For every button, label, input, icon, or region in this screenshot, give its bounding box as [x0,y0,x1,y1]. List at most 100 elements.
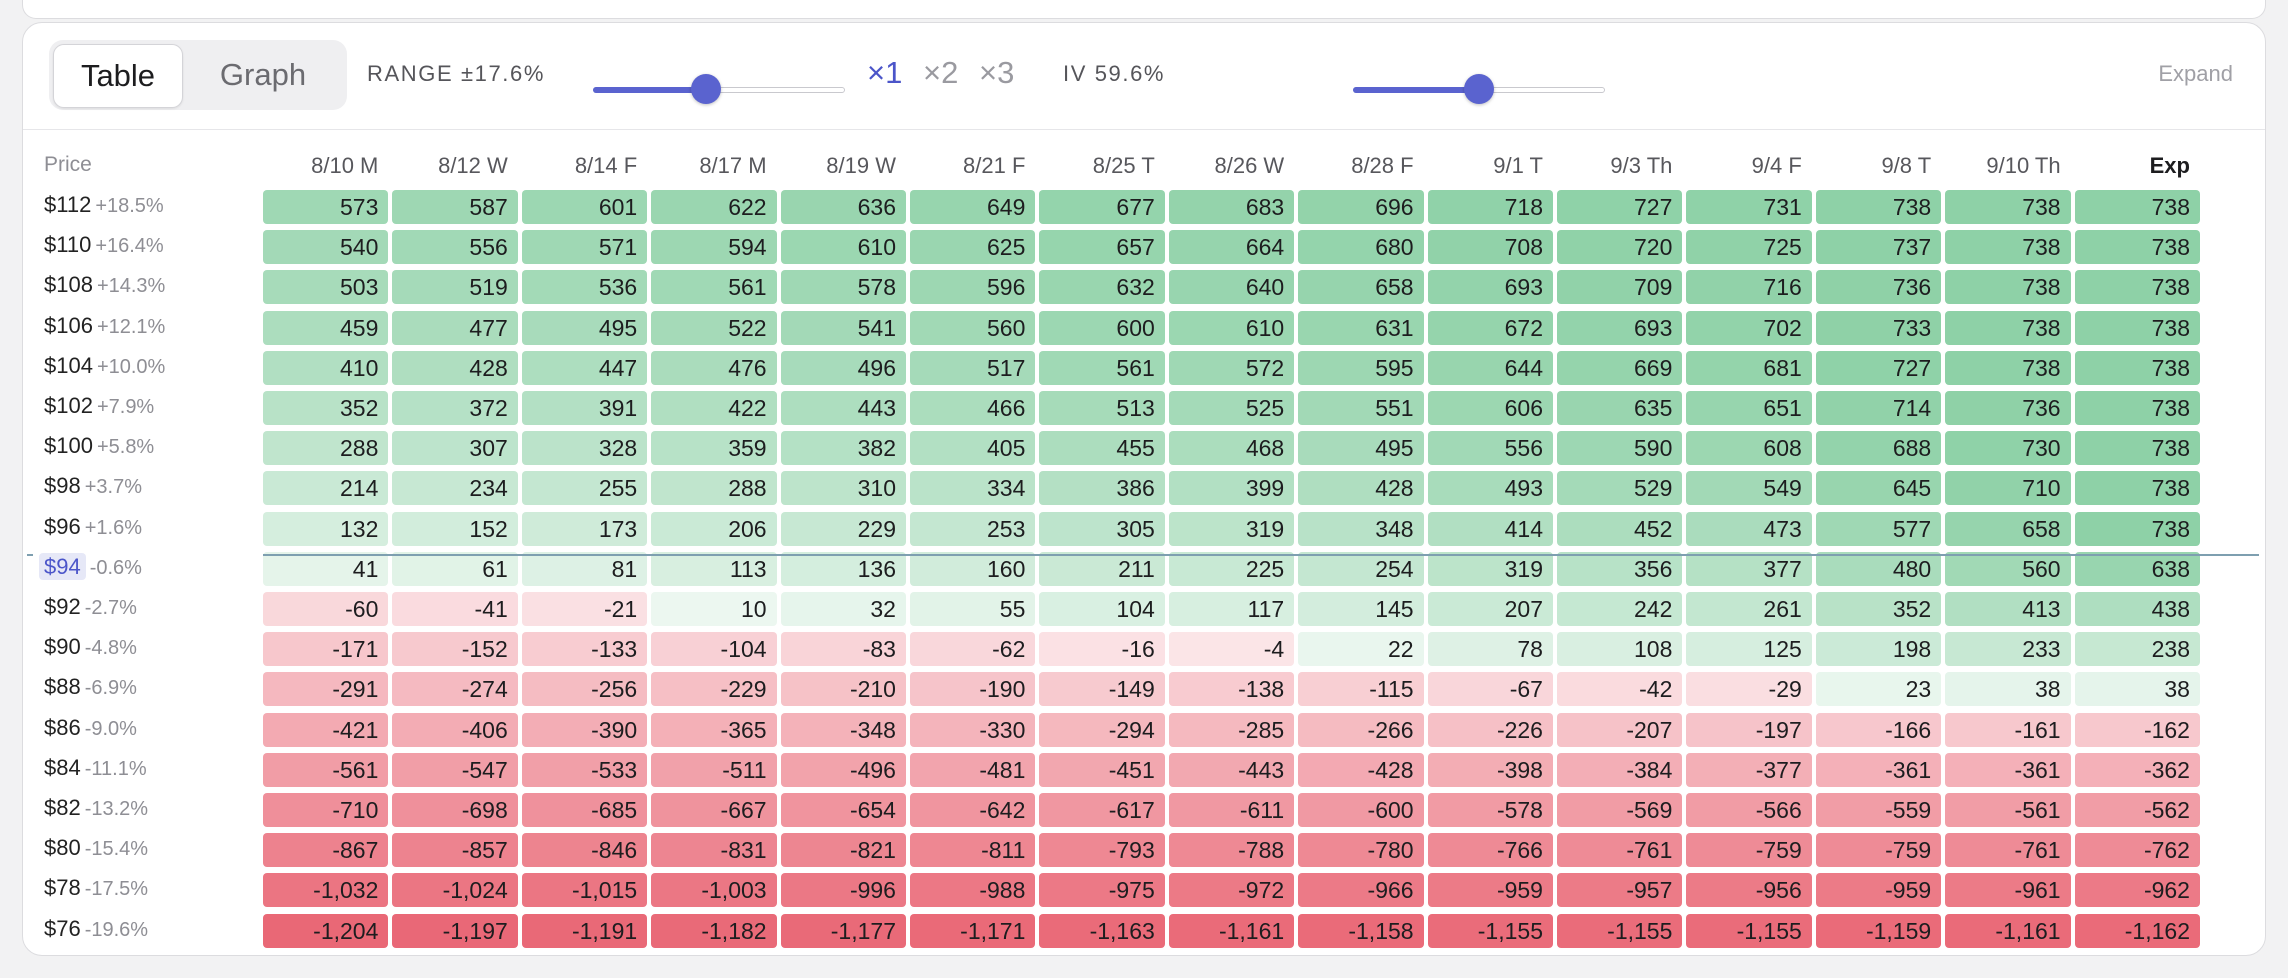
pnl-cell[interactable]: 560 [910,310,1036,345]
pnl-cell[interactable]: 651 [1686,391,1812,425]
pnl-cell[interactable]: -285 [1168,712,1295,747]
pnl-cell[interactable]: 455 [1039,431,1165,466]
pnl-cell[interactable]: -1,191 [521,913,648,948]
pnl-cell[interactable]: -21 [521,592,648,626]
pnl-cell[interactable]: 632 [1039,270,1165,305]
pnl-cell[interactable]: 352 [263,391,389,425]
pnl-cell[interactable]: 173 [521,511,648,546]
pnl-cell[interactable]: 319 [1168,511,1295,546]
pnl-cell[interactable]: 738 [1945,270,2071,305]
pnl-cell[interactable]: 638 [2074,551,2200,586]
pnl-cell[interactable]: 541 [780,310,906,345]
pnl-cell[interactable]: -1,161 [1945,913,2071,948]
pnl-cell[interactable]: -421 [263,712,389,747]
pnl-cell[interactable]: -149 [1039,672,1165,707]
pnl-cell[interactable]: -996 [780,873,906,908]
pnl-cell[interactable]: 540 [263,230,389,265]
pnl-cell[interactable]: -406 [392,712,518,747]
pnl-cell[interactable]: 601 [521,190,648,224]
pnl-cell[interactable]: -867 [263,833,389,868]
pnl-cell[interactable]: 38 [1945,672,2071,707]
pnl-cell[interactable]: 727 [1815,350,1942,385]
pnl-cell[interactable]: 108 [1557,632,1683,667]
pnl-cell[interactable]: 452 [1557,511,1683,546]
pnl-cell[interactable]: 594 [651,230,777,265]
pnl-cell[interactable]: -197 [1686,712,1812,747]
pnl-cell[interactable]: 428 [1298,471,1424,506]
pnl-cell[interactable]: -4 [1168,632,1295,667]
pnl-cell[interactable]: 55 [910,592,1036,626]
pnl-cell[interactable]: 132 [263,511,389,546]
pnl-cell[interactable]: 305 [1039,511,1165,546]
pnl-cell[interactable]: 125 [1686,632,1812,667]
pnl-cell[interactable]: -793 [1039,833,1165,868]
pnl-cell[interactable]: -1,015 [521,873,648,908]
pnl-cell[interactable]: 738 [2074,431,2200,466]
pnl-cell[interactable]: -846 [521,833,648,868]
pnl-cell[interactable]: -761 [1557,833,1683,868]
pnl-cell[interactable]: 738 [2074,310,2200,345]
pnl-cell[interactable]: -171 [263,632,389,667]
pnl-cell[interactable]: -41 [392,592,518,626]
pnl-cell[interactable]: 476 [651,350,777,385]
pnl-cell[interactable]: 631 [1298,310,1424,345]
pnl-cell[interactable]: 714 [1815,391,1942,425]
pnl-cell[interactable]: -698 [392,793,518,827]
pnl-cell[interactable]: -972 [1168,873,1295,908]
multiplier-x1[interactable]: ×1 [867,55,903,90]
pnl-cell[interactable]: 414 [1427,511,1553,546]
pnl-cell[interactable]: 372 [392,391,518,425]
pnl-cell[interactable]: -348 [780,712,906,747]
pnl-cell[interactable]: -443 [1168,752,1295,787]
pnl-cell[interactable]: -16 [1039,632,1165,667]
pnl-cell[interactable]: -561 [263,752,389,787]
pnl-cell[interactable]: -642 [910,793,1036,827]
pnl-cell[interactable]: 334 [910,471,1036,506]
pnl-cell[interactable]: 738 [2074,190,2200,224]
pnl-cell[interactable]: 657 [1039,230,1165,265]
pnl-cell[interactable]: 733 [1815,310,1942,345]
pnl-cell[interactable]: 145 [1298,592,1424,626]
pnl-cell[interactable]: 600 [1039,310,1165,345]
pnl-cell[interactable]: 683 [1168,190,1295,224]
pnl-cell[interactable]: 254 [1298,551,1424,586]
pnl-cell[interactable]: 738 [2074,391,2200,425]
pnl-cell[interactable]: -1,197 [392,913,518,948]
pnl-cell[interactable]: 649 [910,190,1036,224]
pnl-cell[interactable]: 572 [1168,350,1295,385]
pnl-cell[interactable]: 391 [521,391,648,425]
pnl-cell[interactable]: 473 [1686,511,1812,546]
pnl-cell[interactable]: 561 [651,270,777,305]
pnl-cell[interactable]: 645 [1815,471,1942,506]
pnl-cell[interactable]: -115 [1298,672,1424,707]
pnl-cell[interactable]: 720 [1557,230,1683,265]
pnl-cell[interactable]: 680 [1298,230,1424,265]
pnl-cell[interactable]: -788 [1168,833,1295,868]
pnl-cell[interactable]: 41 [263,551,389,586]
pnl-cell[interactable]: -266 [1298,712,1424,747]
pnl-cell[interactable]: -961 [1945,873,2071,908]
pnl-cell[interactable]: 466 [910,391,1036,425]
pnl-cell[interactable]: 468 [1168,431,1295,466]
pnl-cell[interactable]: 261 [1686,592,1812,626]
pnl-cell[interactable]: -710 [263,793,389,827]
pnl-cell[interactable]: 288 [263,431,389,466]
pnl-cell[interactable]: 288 [651,471,777,506]
pnl-cell[interactable]: -29 [1686,672,1812,707]
pnl-cell[interactable]: 422 [651,391,777,425]
pnl-cell[interactable]: 377 [1686,551,1812,586]
pnl-cell[interactable]: 718 [1427,190,1553,224]
pnl-cell[interactable]: 211 [1039,551,1165,586]
pnl-cell[interactable]: -398 [1427,752,1553,787]
pnl-cell[interactable]: 664 [1168,230,1295,265]
pnl-cell[interactable]: -1,177 [780,913,906,948]
pnl-cell[interactable]: -1,024 [392,873,518,908]
pnl-cell[interactable]: -547 [392,752,518,787]
pnl-cell[interactable]: 61 [392,551,518,586]
pnl-cell[interactable]: 635 [1557,391,1683,425]
pnl-cell[interactable]: 525 [1168,391,1295,425]
pnl-cell[interactable]: 495 [521,310,648,345]
pnl-cell[interactable]: 738 [1815,190,1942,224]
pnl-cell[interactable]: -294 [1039,712,1165,747]
pnl-cell[interactable]: 438 [2074,592,2200,626]
